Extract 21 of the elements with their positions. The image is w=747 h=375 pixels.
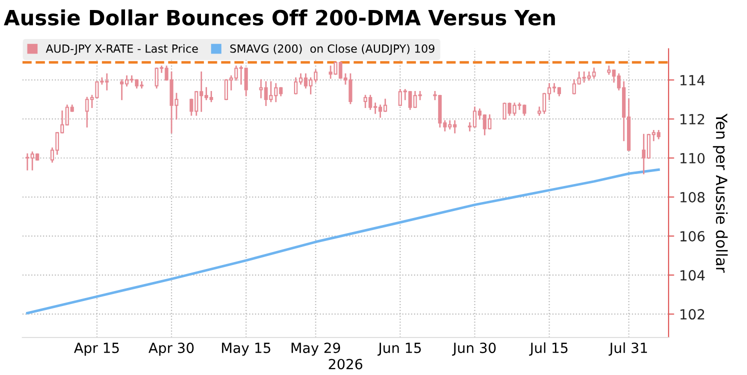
- x-tick-label: May 29: [292, 342, 340, 356]
- line-series: [26, 168, 660, 314]
- y-axis-title: Yen per Aussie dollar: [712, 113, 728, 273]
- x-tick-label: Jun 30: [452, 342, 496, 356]
- chart-title: Aussie Dollar Bounces Off 200-DMA Versus Yen: [4, 9, 555, 26]
- y-tick-label: 106: [680, 231, 705, 242]
- x-tick-label: Jul 31: [608, 342, 647, 356]
- x-axis-title: 2026: [328, 358, 362, 370]
- y-tick-label: 114: [680, 75, 705, 86]
- y-tick-label: 108: [680, 192, 705, 202]
- y-tick-label: 102: [680, 309, 704, 320]
- legend-label: SMAVG (200) on Close (AUDJPY) 109: [230, 44, 434, 55]
- y-tick-label: 112: [680, 114, 704, 124]
- x-tick-label: Jul 15: [529, 342, 568, 356]
- x-tick-label: Jun 15: [378, 342, 421, 356]
- legend-label: AUD-JPY X-RATE - Last Price: [46, 44, 198, 55]
- x-tick-label: Apr 30: [148, 342, 194, 356]
- x-tick-label: Apr 15: [74, 342, 119, 356]
- y-tick-label: 110: [680, 152, 705, 164]
- y-tick-label: 104: [680, 270, 705, 281]
- x-tick-label: May 15: [222, 342, 270, 356]
